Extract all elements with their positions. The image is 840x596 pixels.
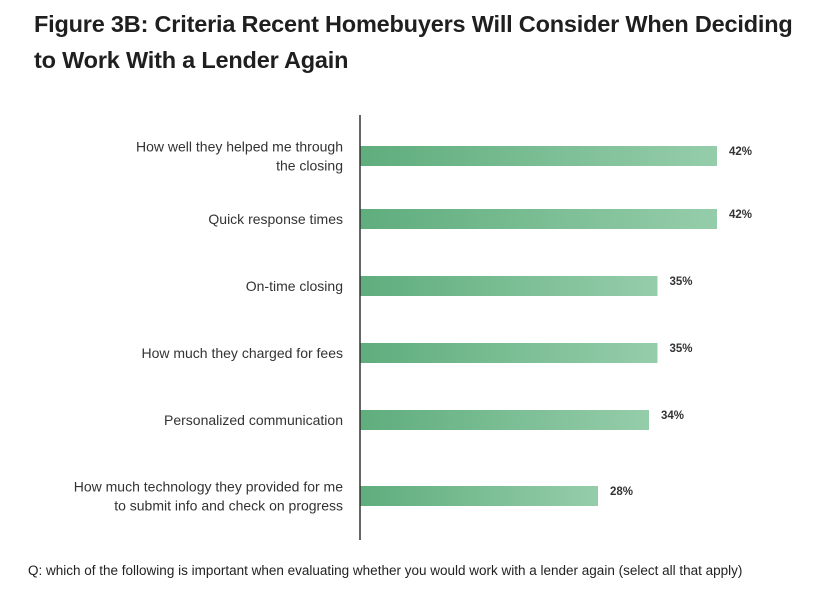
category-label-5-line-1: Personalized communication (164, 412, 343, 428)
category-label-2: Quick response times (208, 211, 343, 227)
bar-3 (360, 276, 658, 296)
value-label-3: 35% (670, 276, 693, 288)
category-label-1-line-1: How well they helped me through (136, 139, 343, 155)
bars-group: 42% How well they helped me through the cl… (74, 139, 752, 514)
chart-title-line-1: Figure 3B: Criteria Recent Homebuyers Wi… (34, 11, 793, 37)
bar-1 (360, 146, 717, 166)
value-label-6: 28% (610, 486, 633, 498)
bar-6 (360, 486, 598, 506)
category-label-4: How much they charged for fees (141, 345, 343, 361)
category-label-6: How much technology they provided for me… (74, 479, 343, 514)
category-label-6-line-2: to submit info and check on progress (114, 498, 343, 514)
value-label-5: 34% (661, 410, 684, 422)
bar-2 (360, 209, 717, 229)
category-label-2-line-1: Quick response times (208, 211, 343, 227)
category-label-1: How well they helped me through the closi… (136, 139, 343, 174)
category-label-5: Personalized communication (164, 412, 343, 428)
chart-title-line-2: to Work With a Lender Again (34, 47, 349, 73)
category-label-6-line-1: How much technology they provided for me (74, 479, 343, 495)
chart-title: Figure 3B: Criteria Recent Homebuyers Wi… (34, 6, 834, 78)
category-label-1-line-2: the closing (276, 158, 343, 174)
bar-5 (360, 410, 649, 430)
survey-question-footnote: Q: which of the following is important w… (28, 563, 743, 578)
category-label-3-line-1: On-time closing (246, 278, 343, 294)
value-label-1: 42% (729, 146, 752, 158)
value-label-4: 35% (670, 343, 693, 355)
value-label-2: 42% (729, 209, 752, 221)
category-label-4-line-1: How much they charged for fees (141, 345, 343, 361)
bar-4 (360, 343, 658, 363)
category-label-3: On-time closing (246, 278, 343, 294)
